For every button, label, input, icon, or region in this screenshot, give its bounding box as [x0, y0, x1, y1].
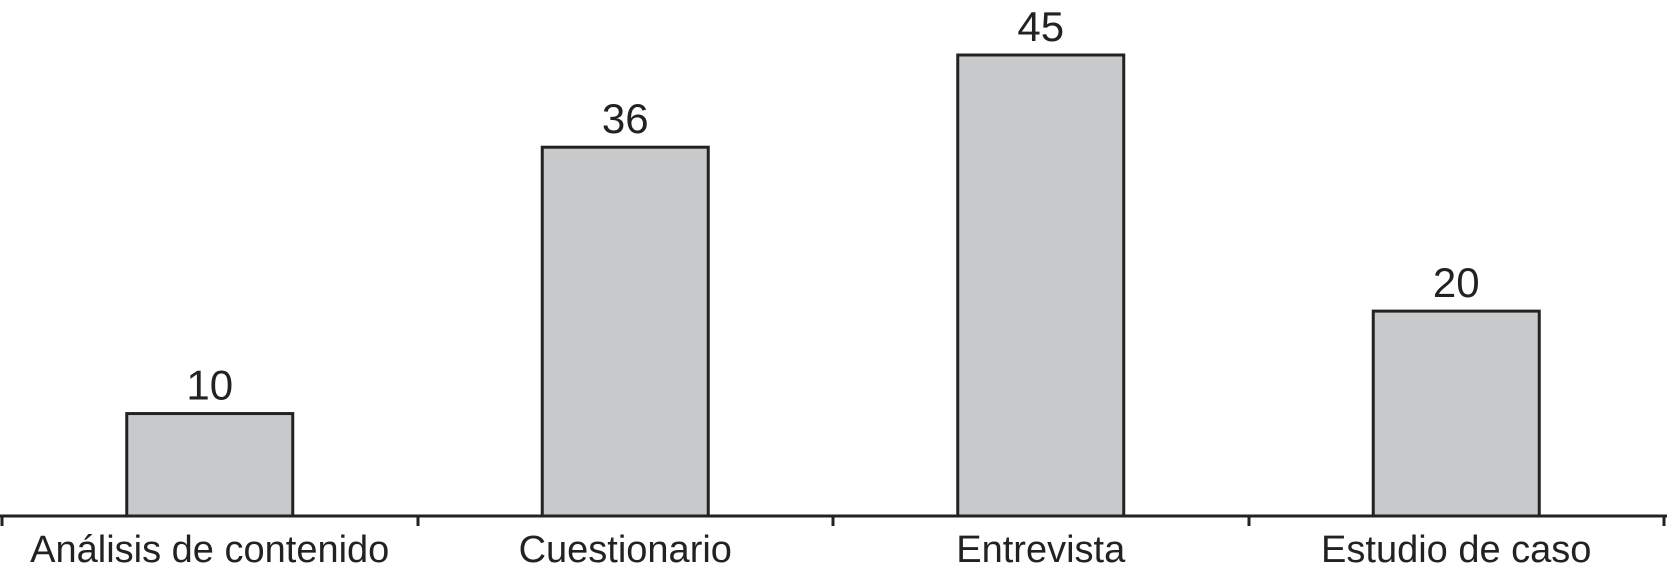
value-label: 20: [1433, 259, 1480, 306]
value-label: 45: [1017, 3, 1064, 50]
x-tick-label: Estudio de caso: [1321, 529, 1591, 571]
value-label: 10: [186, 362, 233, 409]
x-tick-label: Entrevista: [956, 529, 1126, 571]
bar: [125, 412, 295, 518]
bar: [540, 145, 710, 518]
x-tick-label: Análisis de contenido: [30, 529, 389, 571]
value-label: 36: [602, 95, 649, 142]
bar: [956, 53, 1126, 518]
bar: [1371, 309, 1541, 518]
x-tick-label: Cuestionario: [519, 529, 732, 571]
